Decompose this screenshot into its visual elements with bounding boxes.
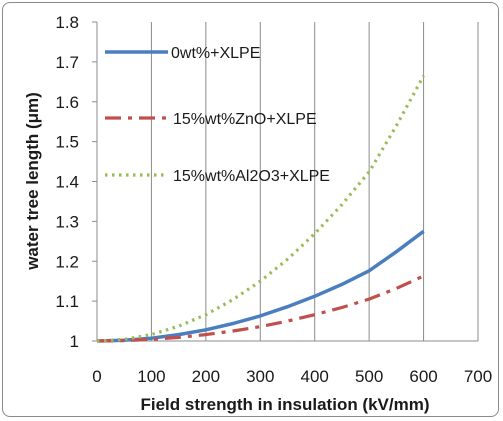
x-tick-label: 600 (409, 367, 437, 386)
x-tick-label: 400 (301, 367, 329, 386)
x-axis-label: Field strength in insulation (kV/mm) (140, 395, 429, 414)
series-line-1 (96, 229, 425, 343)
x-tick-labels: 0 100 200 300 400 500 600 700 (92, 367, 492, 386)
y-tick-label: 1.1 (55, 292, 79, 311)
legend-label-1: 0wt%+XLPE (171, 45, 260, 62)
x-tick-label: 500 (355, 367, 383, 386)
x-tick-label: 700 (464, 367, 492, 386)
y-tick-label: 1 (70, 332, 79, 351)
y-tick-label: 1.7 (55, 53, 79, 72)
grid-lines (150, 22, 479, 341)
x-tick-label: 100 (137, 367, 165, 386)
series-lines (96, 75, 426, 343)
y-tick-label: 1.5 (55, 133, 79, 152)
y-tick-label: 1.4 (55, 173, 79, 192)
chart-frame (2, 2, 499, 417)
axes (92, 21, 478, 342)
y-tick-label: 1.3 (55, 212, 79, 231)
legend-label-2: 15%wt%ZnO+XLPE (173, 111, 317, 128)
y-tick-label: 1.2 (55, 252, 79, 271)
x-tick-label: 0 (92, 367, 101, 386)
x-tick-label: 300 (246, 367, 274, 386)
legend-label-3: 15%wt%Al2O3+XLPE (173, 168, 330, 185)
y-axis-label: water tree length (μm) (23, 92, 42, 271)
legend: 0wt%+XLPE 15%wt%ZnO+XLPE 15%wt%Al2O3+XLPE (105, 45, 330, 185)
y-tick-label: 1.8 (55, 13, 79, 32)
series-line-3 (96, 75, 426, 343)
y-tick-labels: 1 1.1 1.2 1.3 1.4 1.5 1.6 1.7 1.8 (55, 13, 79, 351)
x-tick-label: 200 (192, 367, 220, 386)
y-tick-label: 1.6 (55, 93, 79, 112)
series-line-2 (96, 274, 425, 343)
